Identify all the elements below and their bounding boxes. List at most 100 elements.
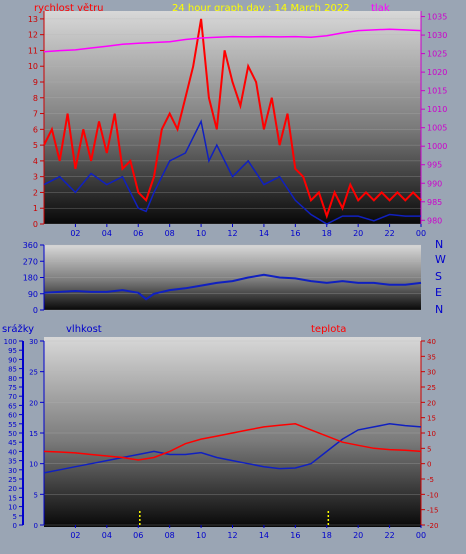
precip-tick-label: 75	[8, 384, 17, 392]
pressure-tick-label: 1010	[427, 105, 447, 114]
pressure-tick-label: 1000	[427, 142, 447, 151]
temperature-tick-label: 20	[427, 399, 436, 407]
wind-tick-label: 9	[33, 78, 38, 87]
wind-tick-label: 5	[33, 141, 38, 150]
humidity-tick-label: 10	[29, 461, 38, 469]
wind-direction-line	[43, 273, 422, 301]
direction-tick-label: 180	[23, 274, 38, 283]
climate-x-tick-label: 12	[227, 531, 237, 540]
temperature-tick-label: -15	[427, 507, 438, 515]
pressure-tick-label: 995	[427, 161, 442, 170]
temperature-tick-label: 15	[427, 415, 436, 423]
climate-x-tick-label: 04	[102, 531, 112, 540]
precip-tick-label: 15	[8, 494, 17, 502]
temperature-tick-label: -5	[427, 476, 434, 484]
climate-panel-background	[44, 337, 421, 527]
wind-tick-label: 12	[28, 31, 38, 40]
precip-tick-label: 45	[8, 439, 17, 447]
wind-tick-label: 4	[33, 157, 38, 166]
precip-tick-label: 90	[8, 356, 17, 364]
wind-x-tick-label: 14	[259, 229, 269, 238]
precip-tick-label: 85	[8, 366, 17, 374]
temperature-tick-label: 40	[427, 338, 436, 346]
wind-x-tick-label: 04	[102, 229, 112, 238]
wind-x-tick-label: 08	[165, 229, 175, 238]
wind-tick-label: 10	[28, 62, 38, 71]
temperature-tick-label: 0	[427, 461, 431, 469]
pressure-tick-label: 985	[427, 198, 442, 207]
temperature-line	[43, 423, 422, 461]
pressure-tick-label: 980	[427, 216, 442, 225]
wind-tick-label: 0	[33, 220, 38, 229]
wind-speed-line	[43, 18, 422, 220]
wind-x-tick-label: 12	[227, 229, 237, 238]
wind-tick-label: 3	[33, 173, 38, 182]
precip-tick-label: 95	[8, 347, 17, 355]
climate-x-tick-label: 20	[353, 531, 363, 540]
direction-label-w: W	[435, 253, 446, 266]
direction-label-n1: N	[435, 238, 443, 251]
temperature-tick-label: 10	[427, 430, 436, 438]
direction-tick-label: 90	[28, 290, 38, 299]
humidity-tick-label: 30	[29, 338, 38, 346]
temperature-label: teplota	[311, 324, 346, 335]
pressure-tick-label: 1025	[427, 50, 447, 59]
direction-tick-label: 360	[23, 241, 38, 250]
climate-x-tick-label: 06	[133, 531, 143, 540]
wind-tick-label: 13	[28, 15, 38, 24]
precip-tick-label: 5	[13, 513, 17, 521]
precip-tick-label: 55	[8, 421, 17, 429]
temperature-tick-label: 5	[427, 445, 431, 453]
precip-tick-label: 60	[8, 412, 17, 420]
wind-x-tick-label: 02	[70, 229, 80, 238]
precip-tick-label: 20	[8, 485, 17, 493]
wind-tick-label: 11	[28, 46, 38, 55]
direction-label-e: E	[435, 286, 442, 299]
humidity-label: vlhkost	[66, 324, 102, 335]
pressure-tick-label: 1035	[427, 13, 447, 22]
humidity-tick-label: 20	[29, 399, 38, 407]
precip-tick-label: 100	[4, 338, 17, 346]
humidity-tick-label: 0	[34, 522, 38, 530]
wind-x-tick-label: 06	[133, 229, 143, 238]
temperature-tick-label: -10	[427, 491, 438, 499]
wind-x-tick-label: 22	[384, 229, 394, 238]
wind-tick-label: 2	[33, 188, 38, 197]
direction-label-s: S	[435, 270, 442, 283]
pressure-tick-label: 1020	[427, 68, 447, 77]
pressure-tick-label: 1005	[427, 124, 447, 133]
precip-tick-label: 70	[8, 393, 17, 401]
precip-tick-label: 50	[8, 430, 17, 438]
pressure-label: tlak	[371, 3, 390, 14]
climate-x-tick-label: 10	[196, 531, 206, 540]
pressure-tick-label: 1015	[427, 87, 447, 96]
temperature-tick-label: 25	[427, 384, 436, 392]
temperature-tick-label: 35	[427, 353, 436, 361]
chart-title: 24 hour graph day : 14 March 2022	[172, 3, 350, 14]
wind-gust-line	[43, 119, 421, 225]
wind-x-tick-label: 00	[416, 229, 426, 238]
precip-tick-label: 80	[8, 375, 17, 383]
precip-tick-label: 25	[8, 476, 17, 484]
wind-x-tick-label: 16	[290, 229, 300, 238]
temperature-tick-label: -20	[427, 522, 438, 530]
wind-tick-label: 1	[33, 204, 38, 213]
wind-x-tick-label: 10	[196, 229, 206, 238]
humidity-tick-label: 15	[29, 430, 38, 438]
wind-tick-label: 7	[33, 110, 38, 119]
climate-x-tick-label: 00	[416, 531, 426, 540]
precip-label: srážky	[2, 323, 34, 335]
climate-x-tick-label: 22	[384, 531, 394, 540]
climate-x-tick-label: 18	[322, 531, 332, 540]
climate-x-tick-label: 08	[165, 531, 175, 540]
climate-x-tick-label: 16	[290, 531, 300, 540]
chart-marks: 0123456789101112139809859909951000100510…	[4, 11, 447, 540]
wind-x-tick-label: 20	[353, 229, 363, 238]
direction-tick-label: 270	[23, 257, 38, 266]
wind-panel-background	[44, 11, 421, 224]
humidity-line	[43, 423, 422, 474]
direction-label-n2: N	[435, 303, 443, 316]
temperature-tick-label: 30	[427, 369, 436, 377]
